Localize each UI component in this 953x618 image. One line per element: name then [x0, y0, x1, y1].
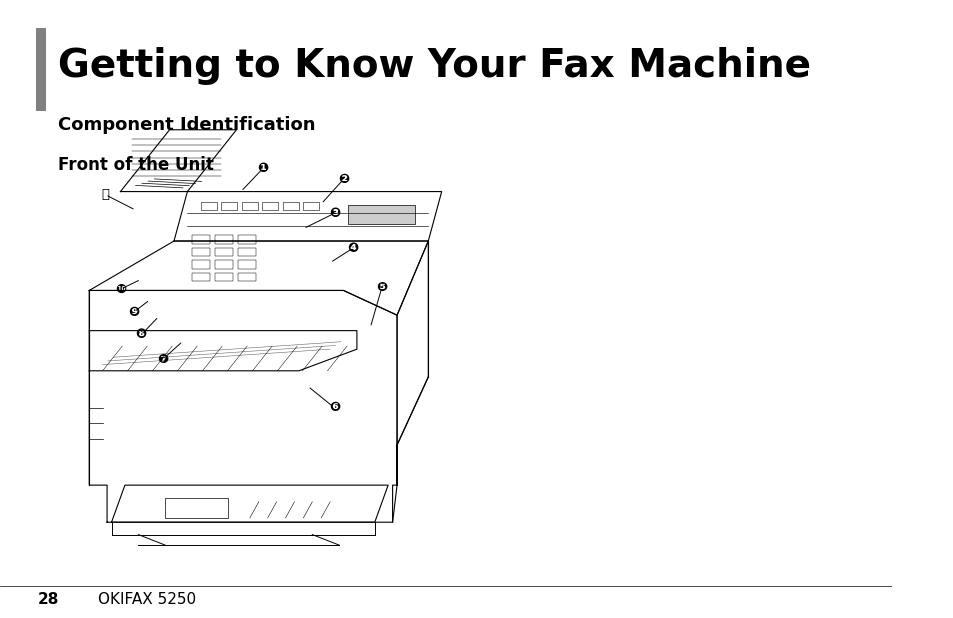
Text: ❷: ❷ [337, 172, 349, 186]
Bar [238, 248, 255, 256]
Bar [200, 202, 216, 210]
Bar [348, 205, 415, 224]
Text: Component Identification: Component Identification [58, 116, 315, 134]
Bar [214, 273, 233, 281]
Text: ❾: ❾ [128, 305, 139, 319]
Bar [262, 202, 278, 210]
Text: ❽: ❽ [135, 328, 147, 342]
Bar [192, 260, 210, 269]
Bar [165, 498, 228, 518]
Text: ❻: ❻ [329, 401, 340, 415]
Bar [214, 260, 233, 269]
Text: ❸: ❸ [329, 206, 340, 220]
Text: Getting to Know Your Fax Machine: Getting to Know Your Fax Machine [58, 47, 810, 85]
Text: ❿: ❿ [114, 282, 126, 296]
Bar [238, 273, 255, 281]
Bar [238, 260, 255, 269]
Bar [282, 202, 298, 210]
Bar [303, 202, 319, 210]
Text: ⓪: ⓪ [101, 188, 110, 201]
Bar [192, 273, 210, 281]
Bar [35, 28, 47, 111]
Text: OKIFAX 5250: OKIFAX 5250 [98, 592, 196, 607]
Bar [192, 235, 210, 244]
Bar [238, 235, 255, 244]
Bar [214, 235, 233, 244]
Bar [221, 202, 237, 210]
Text: 28: 28 [37, 592, 59, 607]
Text: Front of the Unit: Front of the Unit [58, 156, 213, 174]
Bar [214, 248, 233, 256]
Text: ❹: ❹ [347, 242, 357, 255]
Text: ❶: ❶ [257, 161, 269, 175]
Bar [192, 248, 210, 256]
Text: ❼: ❼ [156, 353, 168, 366]
Text: ❺: ❺ [375, 281, 387, 294]
Bar [241, 202, 257, 210]
